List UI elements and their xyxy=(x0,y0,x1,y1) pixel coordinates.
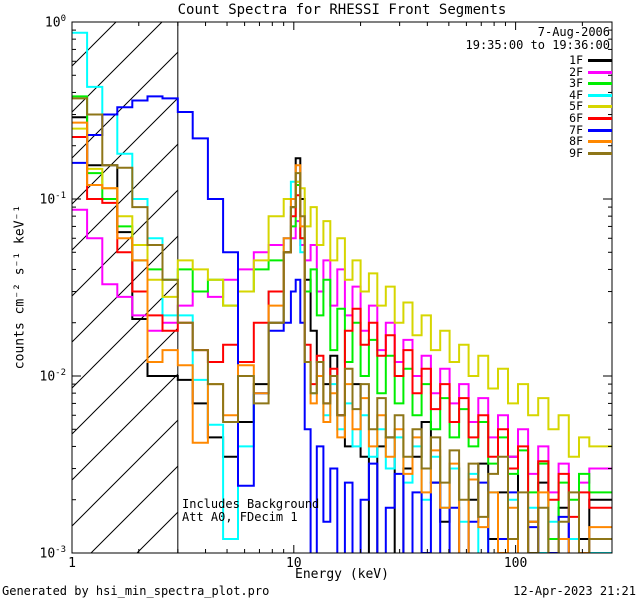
plot-frame xyxy=(71,21,613,554)
plot-title: Count Spectra for RHESSI Front Segments xyxy=(177,2,507,18)
legend-swatch xyxy=(588,140,612,144)
legend-item-9F: 9F xyxy=(569,145,612,160)
footer-generator: Generated by hsi_min_spectra_plot.pro xyxy=(2,584,270,598)
spectrum-curve-9F xyxy=(72,97,612,553)
legend-label: 2F xyxy=(569,64,583,79)
hatched-low-energy-region xyxy=(72,22,178,553)
x-tick-label: 10 xyxy=(285,556,302,571)
legend-item-5F: 5F xyxy=(569,101,612,112)
legend-label: 6F xyxy=(569,111,583,125)
legend-label: 9F xyxy=(569,145,583,160)
spectra-curves xyxy=(72,31,612,553)
y-tick-label: 100 xyxy=(44,14,66,31)
legend-item-8F: 8F xyxy=(569,134,612,149)
spectrum-curve-7F xyxy=(72,95,612,553)
y-tick-label: 10-1 xyxy=(39,191,67,208)
spectrum-curve-8F xyxy=(72,121,612,553)
legend-swatch xyxy=(588,59,612,62)
legend-label: 1F xyxy=(569,53,583,67)
legend-swatch xyxy=(588,105,612,109)
legend-label: 3F xyxy=(569,76,583,91)
y-tick-label: 10-2 xyxy=(39,368,67,385)
legend-swatch xyxy=(588,93,612,97)
legend-swatch xyxy=(588,151,612,155)
spectrum-curve-5F xyxy=(72,127,612,458)
legend-swatch xyxy=(588,70,612,74)
legend-item-2F: 2F xyxy=(569,64,612,79)
legend-item-1F: 1F xyxy=(569,53,612,67)
annotation-attenuator-decimation: Att A0, FDecim 1 xyxy=(182,510,298,524)
x-tick-label: 1 xyxy=(68,556,76,571)
legend-label: 8F xyxy=(569,134,583,149)
y-axis-label: counts cm⁻² s⁻¹ keV⁻¹ xyxy=(12,204,28,370)
legend-swatch xyxy=(588,117,612,120)
legend-item-6F: 6F xyxy=(569,111,612,125)
legend-swatch xyxy=(588,82,612,86)
legend-item-4F: 4F xyxy=(569,87,612,102)
obs-date: 7-Aug-2006 xyxy=(537,25,610,39)
annotation-includes-background: Includes Background xyxy=(182,497,320,511)
spectrum-curve-3F xyxy=(72,95,612,540)
legend-item-7F: 7F xyxy=(569,122,612,137)
legend-label: 7F xyxy=(569,122,583,137)
x-axis-label: Energy (keV) xyxy=(295,567,389,582)
y-tick-label: 10-3 xyxy=(39,545,67,562)
legend-item-3F: 3F xyxy=(569,76,612,91)
legend-swatch xyxy=(588,128,612,132)
legend-label: 4F xyxy=(569,87,583,102)
footer-timestamp: 12-Apr-2023 21:21 xyxy=(513,584,636,598)
x-tick-label: 100 xyxy=(503,556,528,571)
obs-time-range: 19:35:00 to 19:36:00 xyxy=(465,38,611,52)
legend-label: 5F xyxy=(569,99,583,114)
